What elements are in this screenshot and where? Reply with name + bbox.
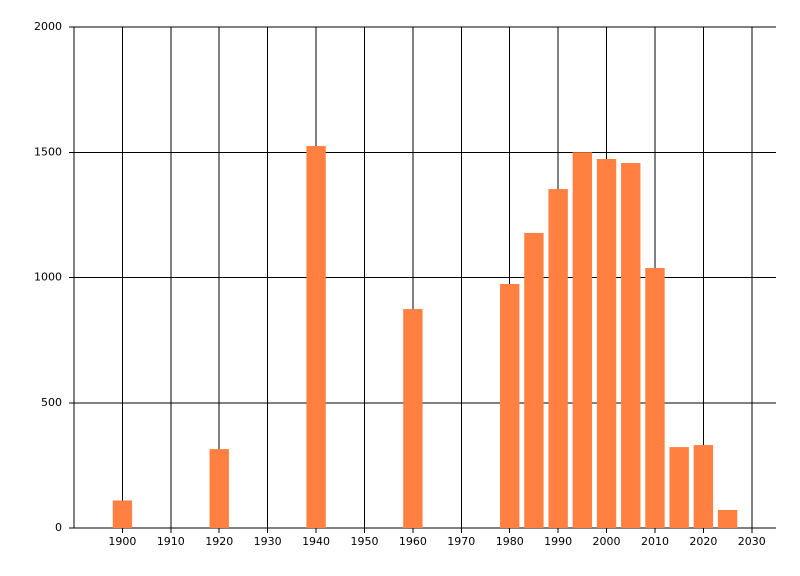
bar bbox=[572, 152, 593, 528]
x-tick-label: 2020 bbox=[689, 535, 717, 548]
x-tick-label: 2030 bbox=[738, 535, 766, 548]
x-tick-label: 2000 bbox=[593, 535, 621, 548]
bar bbox=[524, 232, 544, 528]
y-tick-label: 0 bbox=[55, 521, 62, 534]
bar bbox=[669, 447, 689, 528]
x-tick-label: 1960 bbox=[399, 535, 427, 548]
x-tick-label: 1920 bbox=[205, 535, 233, 548]
x-tick-label: 2010 bbox=[641, 535, 669, 548]
y-tick-label: 1000 bbox=[34, 271, 62, 284]
y-tick-label: 2000 bbox=[34, 20, 62, 33]
bar bbox=[306, 145, 326, 529]
bar bbox=[693, 445, 714, 528]
bar bbox=[403, 309, 423, 528]
x-tick-label: 1950 bbox=[350, 535, 378, 548]
bar bbox=[548, 189, 568, 529]
x-tick-label: 1900 bbox=[108, 535, 136, 548]
bar bbox=[645, 267, 665, 528]
y-tick-label: 1500 bbox=[34, 145, 62, 158]
x-tick-label: 1970 bbox=[447, 535, 475, 548]
bar bbox=[621, 163, 641, 529]
x-tick-label: 1980 bbox=[496, 535, 524, 548]
x-tick-label: 1940 bbox=[302, 535, 330, 548]
bar bbox=[209, 449, 229, 528]
x-tick-label: 1930 bbox=[254, 535, 282, 548]
y-tick-label: 500 bbox=[41, 396, 62, 409]
bar bbox=[717, 509, 738, 528]
x-tick-label: 1910 bbox=[157, 535, 185, 548]
bar bbox=[596, 159, 617, 529]
bar bbox=[112, 500, 133, 528]
bar bbox=[500, 284, 520, 528]
x-tick-label: 1990 bbox=[544, 535, 572, 548]
